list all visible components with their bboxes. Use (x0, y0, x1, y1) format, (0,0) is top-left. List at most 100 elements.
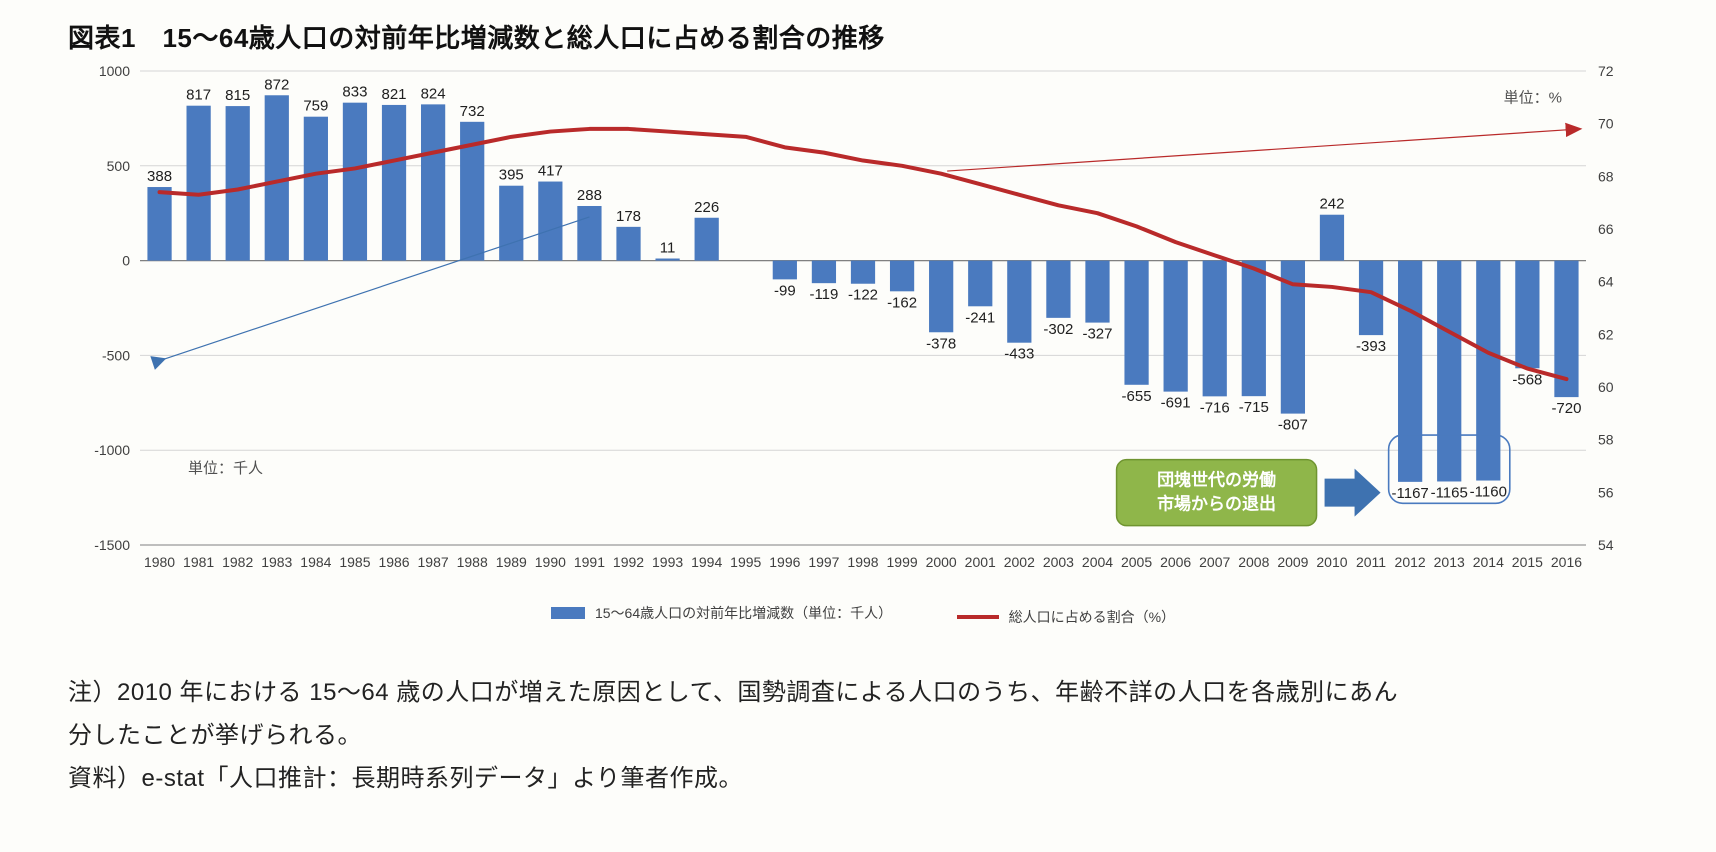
y-right-tick-label: 72 (1598, 63, 1614, 79)
x-tick-label: 2016 (1551, 554, 1582, 570)
x-tick-label: 1984 (300, 554, 331, 570)
x-tick-label: 1988 (457, 554, 488, 570)
bar-value-label: -720 (1551, 400, 1581, 417)
y-right-tick-label: 54 (1598, 537, 1614, 553)
bar-value-label: 395 (499, 167, 524, 184)
bar (187, 106, 211, 261)
y-left-tick-label: 0 (122, 253, 130, 269)
bar-value-label: 388 (147, 168, 172, 185)
legend-line-label: 総人口に占める割合（%） (1009, 607, 1175, 627)
x-tick-label: 1994 (691, 554, 722, 570)
bar-value-label: 872 (264, 76, 289, 93)
bar-value-label: -433 (1004, 346, 1034, 363)
y-left-tick-label: -1000 (94, 442, 130, 458)
y-right-tick-label: 64 (1598, 274, 1614, 290)
bar (616, 227, 640, 261)
bar-value-label: -162 (887, 294, 917, 311)
bar-value-label: -655 (1122, 388, 1152, 405)
bar-value-label: 226 (694, 199, 719, 216)
callout-arrow-icon (1325, 469, 1381, 517)
bar (1124, 261, 1148, 385)
bar (1398, 261, 1422, 482)
bar-value-label: -99 (774, 282, 796, 299)
bar (1046, 261, 1070, 318)
bar-value-label: 815 (225, 87, 250, 104)
bar-value-label: 821 (382, 86, 407, 103)
x-tick-label: 1983 (261, 554, 292, 570)
notes: 注）2010 年における 15～64 歳の人口が増えた原因として、国勢調査による… (68, 671, 1660, 801)
x-tick-label: 2007 (1199, 554, 1230, 570)
bar-value-label: -807 (1278, 417, 1308, 434)
y-right-tick-label: 60 (1598, 379, 1614, 395)
x-tick-label: 2010 (1316, 554, 1347, 570)
bar (382, 105, 406, 261)
x-tick-label: 1981 (183, 554, 214, 570)
unit-left-label: 単位：千人 (188, 460, 263, 477)
bar (851, 261, 875, 284)
bar-value-label: -241 (965, 309, 995, 326)
bar (538, 182, 562, 261)
x-tick-label: 1980 (144, 554, 175, 570)
x-tick-label: 1990 (535, 554, 566, 570)
bar-value-label: -1165 (1431, 484, 1468, 501)
x-tick-label: 2000 (926, 554, 957, 570)
x-tick-label: 2008 (1238, 554, 1269, 570)
callout-text: 団塊世代の労働 (1157, 470, 1276, 490)
bar-value-label: 759 (303, 98, 328, 115)
y-left-tick-label: 1000 (99, 63, 130, 79)
x-tick-label: 2011 (1356, 554, 1386, 570)
bar-value-label: 417 (538, 163, 563, 180)
x-tick-label: 1997 (808, 554, 839, 570)
x-tick-label: 1999 (887, 554, 918, 570)
bar-value-label: 824 (421, 85, 446, 102)
bar (1515, 261, 1539, 369)
bar-value-label: -302 (1043, 321, 1073, 338)
x-tick-label: 1982 (222, 554, 253, 570)
x-tick-label: 1991 (574, 554, 605, 570)
callout-text: 市場からの退出 (1157, 494, 1276, 514)
bar (773, 261, 797, 280)
x-tick-label: 2009 (1277, 554, 1308, 570)
bar-value-label: -393 (1356, 338, 1386, 355)
bar (1437, 261, 1461, 482)
bar (1476, 261, 1500, 481)
x-tick-label: 2001 (965, 554, 996, 570)
y-left-tick-label: 500 (107, 158, 131, 174)
x-tick-label: 1992 (613, 554, 644, 570)
bar-value-label: -715 (1239, 399, 1269, 416)
y-right-tick-label: 66 (1598, 221, 1614, 237)
x-tick-label: 2003 (1043, 554, 1074, 570)
y-left-tick-label: -1500 (94, 537, 130, 553)
bar (968, 261, 992, 307)
bar-value-label: -119 (809, 286, 838, 303)
bar (343, 103, 367, 261)
bar (929, 261, 953, 333)
x-tick-label: 1996 (769, 554, 800, 570)
y-right-tick-label: 58 (1598, 432, 1614, 448)
bar (421, 104, 445, 260)
bar-value-label: -378 (926, 335, 956, 352)
y-right-tick-label: 68 (1598, 168, 1614, 184)
bar (890, 261, 914, 292)
bar (499, 186, 523, 261)
bar-value-label: -568 (1512, 371, 1542, 388)
x-tick-label: 1986 (378, 554, 409, 570)
bar-value-label: -327 (1082, 326, 1112, 343)
x-tick-label: 1998 (847, 554, 878, 570)
bar-value-label: 833 (342, 84, 367, 101)
x-tick-label: 2004 (1082, 554, 1113, 570)
bar-value-label: -1167 (1392, 485, 1429, 502)
y-right-tick-label: 70 (1598, 116, 1614, 132)
bar (1164, 261, 1188, 392)
bar (147, 187, 171, 261)
bar (304, 117, 328, 261)
x-tick-label: 1993 (652, 554, 683, 570)
bar (655, 259, 679, 261)
bar (1203, 261, 1227, 397)
bar-value-label: 11 (660, 240, 676, 257)
bar-value-label: 817 (186, 87, 211, 104)
bar (695, 218, 719, 261)
x-tick-label: 1985 (339, 554, 370, 570)
bar (1242, 261, 1266, 397)
note-line-1: 注）2010 年における 15～64 歳の人口が増えた原因として、国勢調査による… (68, 671, 1660, 714)
